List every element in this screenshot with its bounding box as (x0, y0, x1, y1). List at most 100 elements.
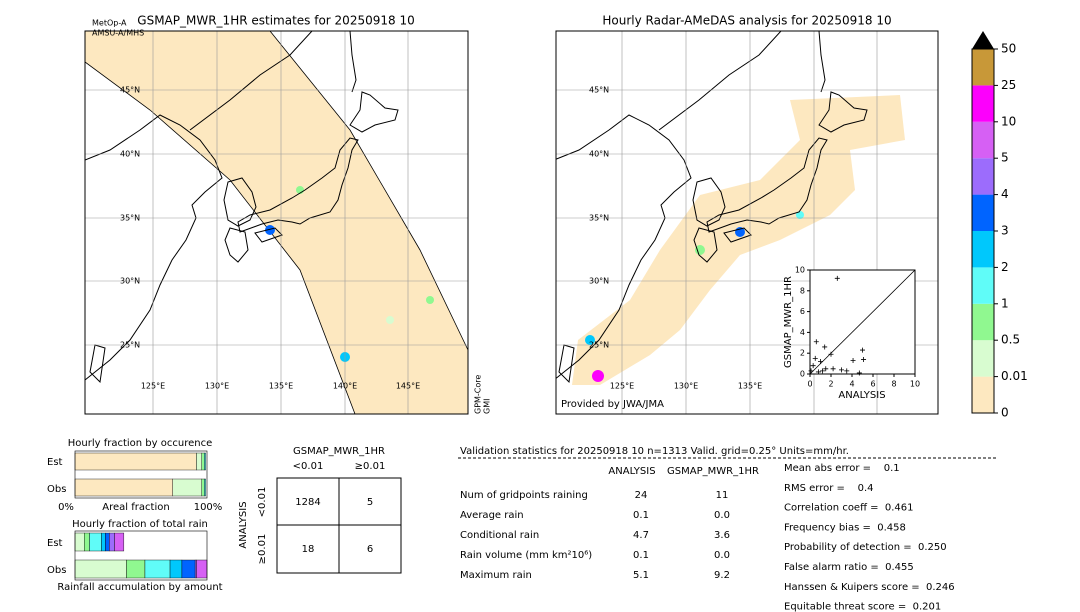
scatter-point (810, 363, 816, 369)
x-tick-label: 100% (194, 502, 223, 513)
y-tick-label: 0 (800, 370, 805, 379)
scatter-point (850, 357, 856, 363)
stat-label: Maximum rain (460, 570, 532, 581)
score: Mean abs error = 0.1 (784, 463, 900, 474)
col-label: <0.01 (293, 461, 324, 472)
x-axis-label: Areal fraction (102, 502, 169, 513)
scatter-point (834, 275, 840, 281)
scatter-point (820, 368, 826, 374)
bar-segment (84, 532, 90, 552)
x-tick-label: 4 (849, 380, 854, 389)
scatter-point (818, 359, 823, 365)
colorbar-label: 0.01 (1001, 369, 1028, 383)
lon-label: 135°E (269, 382, 293, 391)
row-label: ≥0.01 (257, 534, 268, 565)
colorbar-label: 3 (1001, 224, 1009, 238)
table-title: GSMAP_MWR_1HR (293, 446, 385, 457)
stat-value: 0.0 (714, 510, 730, 521)
lon-label: 125°E (610, 382, 634, 391)
x-tick-label: 0% (58, 502, 74, 513)
satellite: AMSU-A/MHS (92, 29, 144, 38)
col-header: ANALYSIS (608, 466, 655, 477)
stat-value: 4.7 (633, 530, 649, 541)
colorbar-segment (972, 340, 994, 377)
row-title: ANALYSIS (238, 501, 249, 548)
cell: 6 (367, 544, 373, 555)
stat-label: Average rain (460, 510, 524, 521)
colorbar-extend (972, 31, 994, 49)
scatter-point (861, 356, 867, 362)
score: False alarm ratio = 0.455 (784, 562, 914, 573)
colorbar-label: 5 (1001, 151, 1009, 165)
colorbar-segment (972, 231, 994, 268)
bar-frame (74, 450, 208, 499)
y-tick-label: 10 (795, 266, 805, 275)
y-axis-label: GSMAP_MWR_1HR (783, 276, 794, 368)
score: Frequency bias = 0.458 (784, 522, 906, 533)
stat-value: 5.1 (633, 570, 649, 581)
chart-title: Hourly fraction by occurence (68, 438, 212, 449)
scatter-point (860, 347, 865, 353)
satellite: GPM-Core (474, 375, 483, 414)
col-header: GSMAP_MWR_1HR (667, 466, 759, 477)
map-frame (555, 30, 939, 415)
score: Hanssen & Kuipers score = 0.246 (784, 582, 955, 593)
y-tick-label: 2 (800, 349, 805, 358)
colorbar-label: 2 (1001, 260, 1009, 274)
stat-value: 0.0 (714, 550, 730, 561)
stat-value: 11 (716, 490, 729, 501)
x-tick-label: 2 (828, 380, 833, 389)
scatter-point (822, 344, 828, 350)
diagonal (809, 269, 916, 375)
left-map (85, 31, 468, 414)
y-tick-label: 4 (800, 328, 805, 337)
score: Equitable threat score = 0.201 (784, 602, 941, 612)
lat-label: 25°N (120, 341, 140, 350)
stat-label: Conditional rain (460, 530, 539, 541)
y-tick-label: 8 (800, 286, 805, 295)
stat-value: 9.2 (714, 570, 730, 581)
bar-segment (101, 532, 106, 552)
scatter-point (828, 351, 834, 357)
bar-segment (74, 478, 173, 497)
map-frame (84, 30, 469, 415)
lon-label: 140°E (333, 382, 357, 391)
colorbar-segment (972, 376, 994, 413)
colorbar-label: 0.5 (1001, 333, 1020, 347)
bar-segment (181, 559, 196, 579)
bar-segment (74, 452, 197, 471)
bar-segment (114, 532, 125, 552)
row-label: Obs (47, 565, 66, 576)
stat-value: 0.1 (633, 550, 649, 561)
colorbar-segment (972, 85, 994, 122)
bar-segment (89, 532, 102, 552)
bar-segment (109, 532, 115, 552)
satellite: MetOp-A (92, 19, 127, 28)
cell: 18 (302, 544, 315, 555)
score: Correlation coeff = 0.461 (784, 503, 914, 514)
lon-label: 145°E (396, 382, 420, 391)
scatter-point (844, 368, 850, 374)
colorbar-segment (972, 267, 994, 304)
colorbar-label: 10 (1001, 114, 1016, 128)
lat-label: 30°N (589, 277, 609, 286)
row-label: <0.01 (257, 487, 268, 518)
bar-segment (204, 452, 206, 471)
row-label: Est (47, 538, 63, 549)
colorbar-segment (972, 49, 994, 86)
lon-label: 130°E (674, 382, 698, 391)
stat-value: 0.1 (633, 510, 649, 521)
row-label: Est (47, 457, 63, 468)
lon-label: 135°E (738, 382, 762, 391)
colorbar-label: 1 (1001, 296, 1009, 310)
bar-segment (204, 478, 206, 497)
lat-label: 45°N (120, 86, 140, 95)
lat-label: 45°N (589, 86, 609, 95)
x-tick-label: 10 (910, 380, 920, 389)
colorbar-segment (972, 194, 994, 231)
stat-label: Num of gridpoints raining (460, 490, 588, 501)
bar-segment (169, 559, 183, 579)
bar-segment (144, 559, 171, 579)
x-axis-label: Rainfall accumulation by amount (57, 582, 222, 593)
